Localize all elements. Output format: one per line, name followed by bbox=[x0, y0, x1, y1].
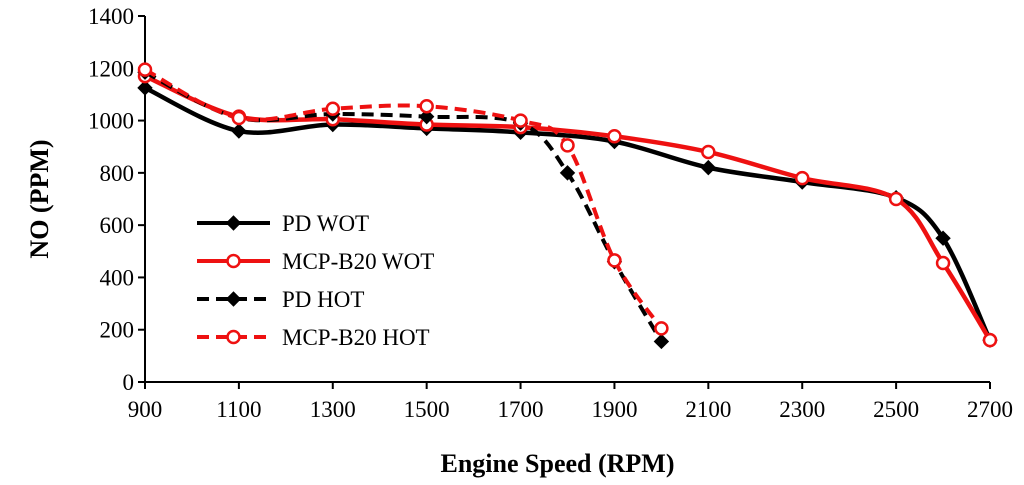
y-tick-label: 800 bbox=[100, 161, 135, 186]
y-axis-title: NO (PPM) bbox=[25, 139, 54, 258]
series-mcp-b20-hot bbox=[137, 62, 669, 336]
x-tick-label: 900 bbox=[128, 397, 163, 422]
data-point bbox=[137, 80, 153, 96]
legend-marker bbox=[225, 215, 242, 231]
legend-marker bbox=[226, 253, 241, 269]
legend-label: PD HOT bbox=[282, 287, 364, 312]
data-point bbox=[513, 113, 528, 128]
y-tick-label: 1000 bbox=[88, 109, 134, 134]
series-line bbox=[144, 85, 993, 342]
data-point bbox=[700, 159, 717, 176]
series-mcp-b20-wot bbox=[137, 68, 998, 348]
data-point bbox=[559, 165, 576, 181]
data-point bbox=[137, 62, 153, 77]
series-layer bbox=[137, 62, 998, 350]
legend-marker bbox=[226, 329, 241, 345]
data-point bbox=[654, 321, 669, 336]
data-point bbox=[325, 101, 341, 117]
data-point bbox=[935, 255, 951, 271]
data-point bbox=[607, 129, 622, 144]
x-tick-label: 2100 bbox=[685, 397, 731, 422]
y-tick-label: 1400 bbox=[88, 4, 134, 29]
x-axis-title: Engine Speed (RPM) bbox=[441, 449, 675, 478]
legend-label: MCP-B20 WOT bbox=[282, 249, 434, 274]
data-point bbox=[231, 110, 247, 126]
series-line bbox=[144, 70, 664, 343]
legend-item: PD WOT bbox=[197, 211, 369, 236]
data-point bbox=[418, 108, 435, 125]
data-point bbox=[653, 333, 670, 350]
series-line bbox=[144, 74, 992, 342]
data-point bbox=[560, 138, 575, 153]
legend-marker bbox=[225, 291, 242, 307]
legend-label: MCP-B20 HOT bbox=[282, 325, 430, 350]
data-point bbox=[888, 191, 904, 207]
x-tick-label: 2700 bbox=[967, 397, 1013, 422]
data-point bbox=[794, 170, 810, 186]
data-point bbox=[607, 253, 622, 268]
y-tick-label: 200 bbox=[100, 318, 135, 343]
series-line bbox=[144, 67, 664, 330]
data-point bbox=[231, 123, 247, 139]
x-tick-label: 1500 bbox=[404, 397, 450, 422]
x-tick-label: 2500 bbox=[873, 397, 919, 422]
axes: 0 200 400 600 800 1000 1200 1400 900 1100 1300 1500… bbox=[88, 4, 1013, 422]
y-tick-label: 600 bbox=[100, 213, 135, 238]
x-tick-label: 1700 bbox=[498, 397, 544, 422]
data-point bbox=[982, 332, 998, 348]
x-tick-label: 1300 bbox=[310, 397, 356, 422]
y-tick-label: 0 bbox=[123, 370, 135, 395]
legend: PD WOT MCP-B20 WOT PD HOT MCP-B20 HOT bbox=[197, 211, 434, 350]
legend-item: MCP-B20 HOT bbox=[197, 325, 430, 350]
legend-item: PD HOT bbox=[197, 287, 364, 312]
legend-item: MCP-B20 WOT bbox=[197, 249, 434, 274]
x-tick-label: 1100 bbox=[216, 397, 261, 422]
data-point bbox=[935, 230, 951, 246]
x-tick-label: 2300 bbox=[779, 397, 825, 422]
data-point bbox=[701, 144, 716, 160]
x-tick-label: 1900 bbox=[591, 397, 637, 422]
legend-label: PD WOT bbox=[282, 211, 369, 236]
y-tick-label: 400 bbox=[100, 265, 135, 290]
data-point bbox=[419, 98, 434, 114]
y-tick-label: 1200 bbox=[88, 56, 134, 81]
